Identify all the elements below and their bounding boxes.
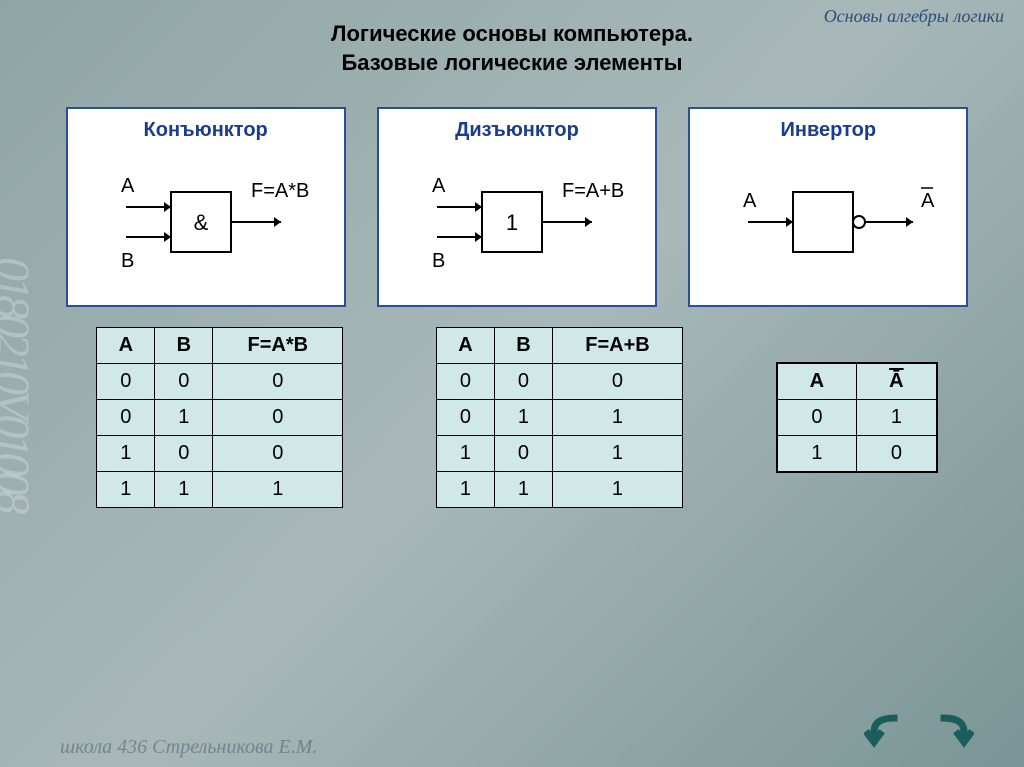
- nav-arrows: [864, 712, 974, 752]
- gates-row: Конъюнктор & A B F=A*B Дизъюнктор 1 A: [0, 77, 1024, 317]
- gate-card-not: Инвертор A A: [688, 107, 968, 307]
- arrow-forward-icon: [934, 712, 974, 748]
- not-table-wrap: A Ā 01 10: [776, 327, 938, 473]
- gate-diagram-and: & A B F=A*B: [76, 152, 336, 292]
- truth-table-or: A B F=A+B 000 011 101 111: [436, 327, 683, 508]
- table-row: 010: [97, 400, 343, 436]
- table-row: 100: [97, 436, 343, 472]
- gate-card-and: Конъюнктор & A B F=A*B: [66, 107, 346, 307]
- gate-input-not: A: [743, 190, 757, 212]
- gate-diagram-not: A A: [698, 152, 958, 292]
- gate-output-and: F=A*B: [251, 180, 309, 202]
- th: A: [97, 328, 155, 364]
- table-row: 111: [436, 472, 682, 508]
- title-line-2: Базовые логические элементы: [341, 50, 682, 75]
- gate-title-and: Конъюнктор: [68, 109, 344, 152]
- gate-diagram-or: 1 A B F=A+B: [387, 152, 647, 292]
- gate-output-not: A: [921, 190, 935, 212]
- gate-input-a-or: A: [432, 175, 446, 197]
- truth-table-and: A B F=A*B 000 010 100 111: [96, 327, 343, 508]
- gate-card-or: Дизъюнктор 1 A B F=A+B: [377, 107, 657, 307]
- truth-table-not: A Ā 01 10: [776, 362, 938, 473]
- gate-title-not: Инвертор: [690, 109, 966, 152]
- header-subtitle: Основы алгебры логики: [824, 6, 1004, 27]
- gate-input-b-or: B: [432, 250, 445, 272]
- watermark-left: 0180210V01008: [0, 0, 40, 767]
- th: F=A+B: [552, 328, 682, 364]
- table-row: 000: [436, 364, 682, 400]
- th: A: [777, 363, 857, 400]
- gate-symbol-or: 1: [506, 210, 518, 235]
- gate-output-or: F=A+B: [562, 180, 624, 202]
- gate-title-or: Дизъюнктор: [379, 109, 655, 152]
- th: B: [494, 328, 552, 364]
- gate-input-b: B: [121, 250, 134, 272]
- table-row: 011: [436, 400, 682, 436]
- next-button[interactable]: [934, 712, 974, 752]
- gate-symbol-and: &: [193, 210, 208, 235]
- title-line-1: Логические основы компьютера.: [331, 21, 693, 46]
- table-row: 111: [97, 472, 343, 508]
- prev-button[interactable]: [864, 712, 904, 752]
- th: B: [155, 328, 213, 364]
- table-row: 10: [777, 436, 937, 473]
- footer-credit: школа 436 Стрельникова Е.М.: [60, 736, 317, 759]
- table-row: 101: [436, 436, 682, 472]
- table-row: 01: [777, 400, 937, 436]
- table-row: 000: [97, 364, 343, 400]
- tables-row: A B F=A*B 000 010 100 111 A B F=A+B 000 …: [0, 317, 1024, 508]
- th: Ā: [857, 363, 937, 400]
- arrow-back-icon: [864, 712, 904, 748]
- th: F=A*B: [213, 328, 343, 364]
- th: A: [436, 328, 494, 364]
- gate-input-a: A: [121, 175, 135, 197]
